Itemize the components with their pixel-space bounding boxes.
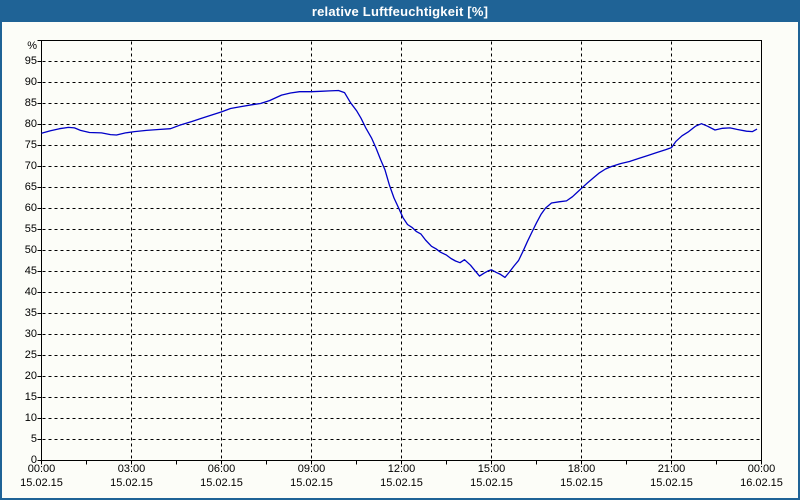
x-tick-date-label: 16.02.15 — [740, 477, 783, 489]
y-tick-label: 35 — [24, 307, 37, 319]
y-tick-label: 75 — [24, 139, 37, 151]
x-tick-date-label: 15.02.15 — [110, 477, 153, 489]
y-tick-label: 65 — [24, 181, 37, 193]
y-tick-label: 40 — [24, 286, 37, 298]
chart-title-bar: relative Luftfeuchtigkeit [%] — [0, 0, 800, 22]
y-tick-label: 30 — [24, 328, 37, 340]
y-tick-label: 85 — [24, 97, 37, 109]
x-tick-time-label: 03:00 — [117, 463, 146, 475]
y-tick-label: 80 — [24, 118, 37, 130]
y-tick-label: 20 — [24, 370, 37, 382]
x-tick-time-label: 00:00 — [747, 463, 776, 475]
x-tick-date-label: 15.02.15 — [20, 477, 63, 489]
y-tick-label: 5 — [30, 433, 37, 445]
y-tick-label: 25 — [24, 349, 37, 361]
y-tick-label: 10 — [24, 412, 37, 424]
x-tick-date-label: 15.02.15 — [290, 477, 333, 489]
x-tick-time-label: 12:00 — [387, 463, 416, 475]
x-tick-time-label: 21:00 — [657, 463, 686, 475]
y-tick-label: 50 — [24, 244, 37, 256]
x-tick-time-label: 15:00 — [477, 463, 506, 475]
x-tick-time-label: 00:00 — [27, 463, 56, 475]
x-tick-time-label: 06:00 — [207, 463, 236, 475]
y-tick-label: 95 — [24, 55, 37, 67]
x-tick-date-label: 15.02.15 — [470, 477, 513, 489]
x-tick-time-label: 18:00 — [567, 463, 596, 475]
x-tick-date-label: 15.02.15 — [560, 477, 603, 489]
y-tick-label: 45 — [24, 265, 37, 277]
x-tick-date-label: 15.02.15 — [650, 477, 693, 489]
chart-title: relative Luftfeuchtigkeit [%] — [311, 3, 489, 19]
y-tick-label: 70 — [24, 160, 37, 172]
y-tick-label: 90 — [24, 76, 37, 88]
x-tick-date-label: 15.02.15 — [200, 477, 243, 489]
y-tick-label: 0 — [30, 454, 37, 466]
y-tick-label: 15 — [24, 391, 37, 403]
x-tick-date-label: 15.02.15 — [380, 477, 423, 489]
y-tick-label: 60 — [24, 202, 37, 214]
y-tick-label: 55 — [24, 223, 37, 235]
humidity-series-line — [41, 89, 758, 279]
x-tick-time-label: 09:00 — [297, 463, 326, 475]
y-axis-unit-label: % — [27, 39, 37, 52]
